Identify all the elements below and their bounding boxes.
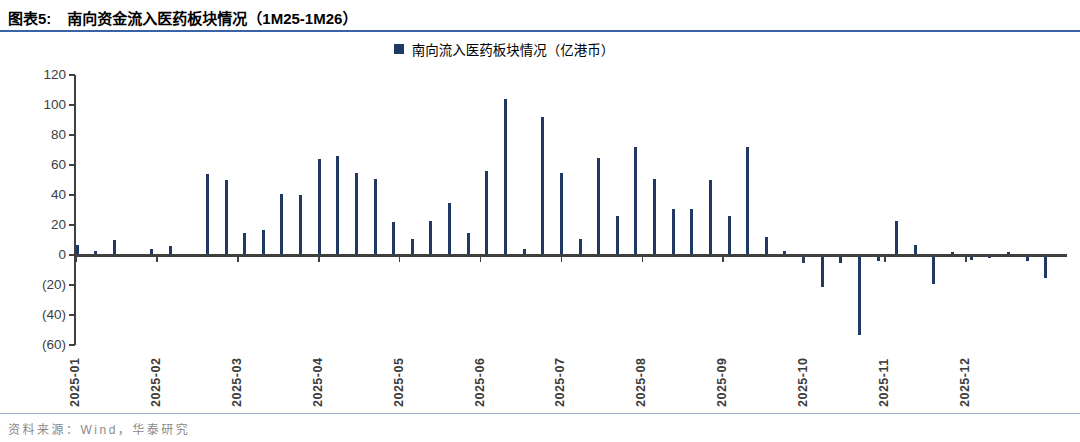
figure-number-label: 图表5: <box>8 7 51 28</box>
y-tick-label: 40 <box>18 186 66 204</box>
x-axis-labels: 2025-012025-022025-032025-042025-052025-… <box>75 351 1066 407</box>
y-axis-tick <box>69 164 75 165</box>
x-axis-tick <box>318 257 320 262</box>
title-divider <box>0 30 1080 32</box>
bar <box>672 209 675 256</box>
y-tick-label: 20 <box>18 216 66 234</box>
y-axis-tick <box>69 344 75 345</box>
bar <box>858 255 861 335</box>
x-tick-label: 2025-07 <box>552 351 569 407</box>
x-axis-tick <box>156 257 158 262</box>
y-axis-tick <box>69 314 75 315</box>
bar <box>485 171 488 255</box>
x-axis-tick <box>803 257 805 262</box>
bar <box>392 222 395 255</box>
x-tick-label: 2025-09 <box>714 351 731 407</box>
figure-header: 图表5: 南向资金流入医药板块情况（1M25-1M26） <box>8 7 357 28</box>
y-tick-label: (40) <box>18 306 66 324</box>
x-axis-zero-line <box>74 254 1067 257</box>
bar <box>895 221 898 256</box>
footer-divider <box>0 413 1080 414</box>
x-axis-tick <box>237 257 239 262</box>
y-tick-label: 60 <box>18 156 66 174</box>
y-axis-tick <box>69 194 75 195</box>
y-axis-tick <box>69 74 75 75</box>
x-tick-label: 2025-06 <box>472 351 489 407</box>
bar <box>206 174 209 255</box>
y-axis-labels: 120100806040200(20)(40)(60) <box>18 75 66 345</box>
y-tick-label: 0 <box>18 246 66 264</box>
bar <box>280 194 283 256</box>
x-axis-tick <box>480 257 482 262</box>
y-axis-tick <box>69 134 75 135</box>
legend-marker-icon <box>394 44 404 54</box>
figure-title: 南向资金流入医药板块情况（1M25-1M26） <box>67 7 357 28</box>
bar <box>374 179 377 256</box>
bar <box>634 147 637 255</box>
y-axis-line <box>74 75 76 345</box>
bar <box>429 221 432 256</box>
bar <box>597 158 600 256</box>
x-tick-label: 2025-12 <box>957 351 974 407</box>
x-tick-label: 2025-01 <box>67 351 84 407</box>
y-axis-tick <box>69 104 75 105</box>
y-tick-label: (20) <box>18 276 66 294</box>
source-note: 资料来源：Wind，华泰研究 <box>8 420 190 437</box>
bar <box>355 173 358 256</box>
x-axis-tick <box>722 257 724 262</box>
y-axis-tick <box>69 284 75 285</box>
bar <box>765 237 768 255</box>
bar <box>448 203 451 256</box>
bar <box>243 233 246 256</box>
x-axis-tick <box>75 257 77 262</box>
bar <box>560 173 563 256</box>
bar <box>467 233 470 256</box>
bar <box>541 117 544 255</box>
x-axis-tick <box>965 257 967 262</box>
x-axis-tick <box>642 257 644 262</box>
x-tick-label: 2025-05 <box>391 351 408 407</box>
y-tick-label: 100 <box>18 96 66 114</box>
bar <box>504 99 507 255</box>
bar <box>690 209 693 256</box>
x-tick-label: 2025-02 <box>148 351 165 407</box>
x-tick-label: 2025-04 <box>310 351 327 407</box>
bar <box>336 156 339 255</box>
y-tick-label: (60) <box>18 336 66 354</box>
x-tick-label: 2025-10 <box>795 351 812 407</box>
bar <box>318 159 321 255</box>
x-tick-label: 2025-03 <box>229 351 246 407</box>
bar <box>1044 255 1047 278</box>
bar <box>709 180 712 255</box>
x-axis-tick <box>884 257 886 262</box>
figure: 图表5: 南向资金流入医药板块情况（1M25-1M26） 南向流入医药板块情况（… <box>0 0 1080 442</box>
x-axis-tick <box>561 257 563 262</box>
bar <box>746 147 749 255</box>
y-tick-label: 120 <box>18 66 66 84</box>
x-tick-label: 2025-08 <box>633 351 650 407</box>
bar <box>262 230 265 256</box>
bar <box>821 255 824 287</box>
x-axis-tick <box>399 257 401 262</box>
y-tick-label: 80 <box>18 126 66 144</box>
y-axis-tick <box>69 224 75 225</box>
bar <box>932 255 935 284</box>
legend-label: 南向流入医药板块情况（亿港币） <box>412 39 615 59</box>
x-tick-label: 2025-11 <box>876 351 893 407</box>
bar <box>225 180 228 255</box>
bar <box>653 179 656 256</box>
bar <box>299 195 302 255</box>
legend: 南向流入医药板块情况（亿港币） <box>394 39 615 59</box>
bar <box>616 216 619 255</box>
plot-area <box>75 75 1066 345</box>
bar <box>728 216 731 255</box>
legend-row: 南向流入医药板块情况（亿港币） <box>0 39 1044 59</box>
